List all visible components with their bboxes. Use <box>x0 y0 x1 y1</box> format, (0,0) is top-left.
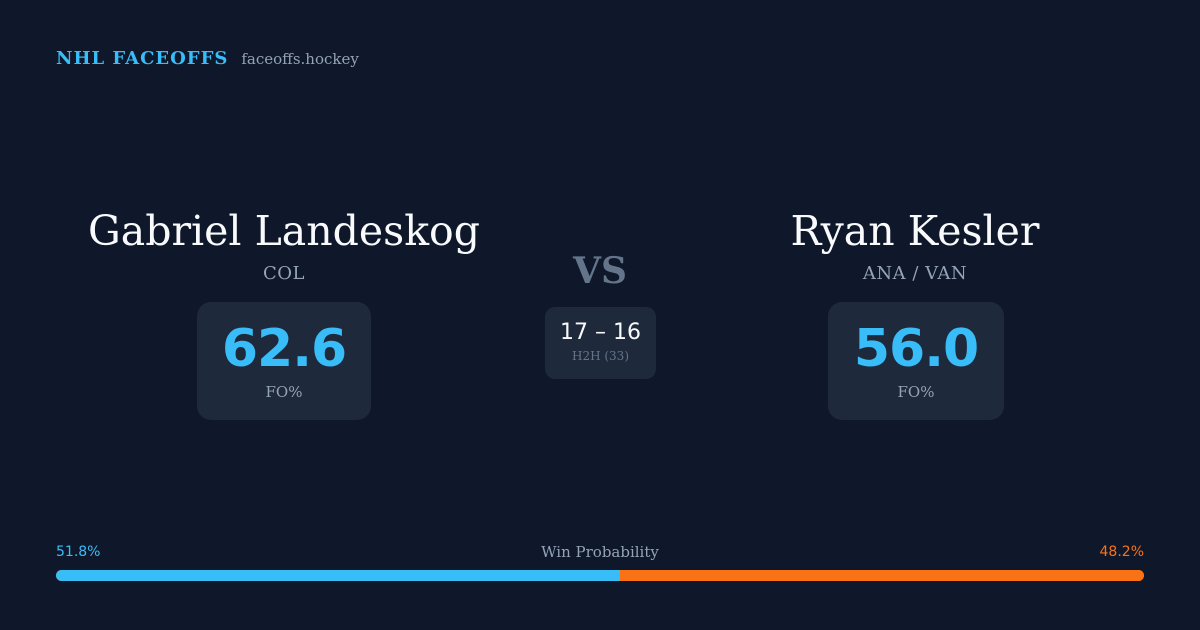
brand-url[interactable]: faceoffs.hockey <box>241 50 359 68</box>
versus-label: VS <box>573 250 627 292</box>
win-probability-right-label: 48.2% <box>1099 544 1144 560</box>
head-to-head-card: 17 – 16 H2H (33) <box>545 307 656 379</box>
player-right-stat-value: 56.0 <box>853 319 979 379</box>
brand: NHL FACEOFFS faceoffs.hockey <box>56 48 359 69</box>
player-left-name: Gabriel Landeskog <box>88 207 480 255</box>
head-to-head-label: H2H (33) <box>571 349 629 363</box>
player-left: Gabriel Landeskog COL <box>54 206 514 284</box>
head-to-head-score: 17 – 16 <box>560 320 641 345</box>
player-left-stat-card: 62.6 FO% <box>197 302 371 420</box>
player-left-stat-value: 62.6 <box>221 319 347 379</box>
player-right-team: ANA / VAN <box>862 263 968 284</box>
player-right-stat-label: FO% <box>897 383 935 401</box>
player-left-stat-label: FO% <box>265 383 303 401</box>
win-probability-bar <box>56 570 1144 581</box>
brand-name[interactable]: NHL FACEOFFS <box>56 48 229 69</box>
win-probability-fill-right <box>619 570 1144 581</box>
player-right: Ryan Kesler ANA / VAN <box>685 206 1145 284</box>
player-left-team: COL <box>263 263 305 284</box>
player-right-stat-card: 56.0 FO% <box>828 302 1004 420</box>
win-probability-left-label: 51.8% <box>56 544 101 560</box>
win-probability-title: Win Probability <box>541 543 659 561</box>
win-probability-fill-left <box>56 570 620 581</box>
player-right-name: Ryan Kesler <box>790 207 1040 255</box>
